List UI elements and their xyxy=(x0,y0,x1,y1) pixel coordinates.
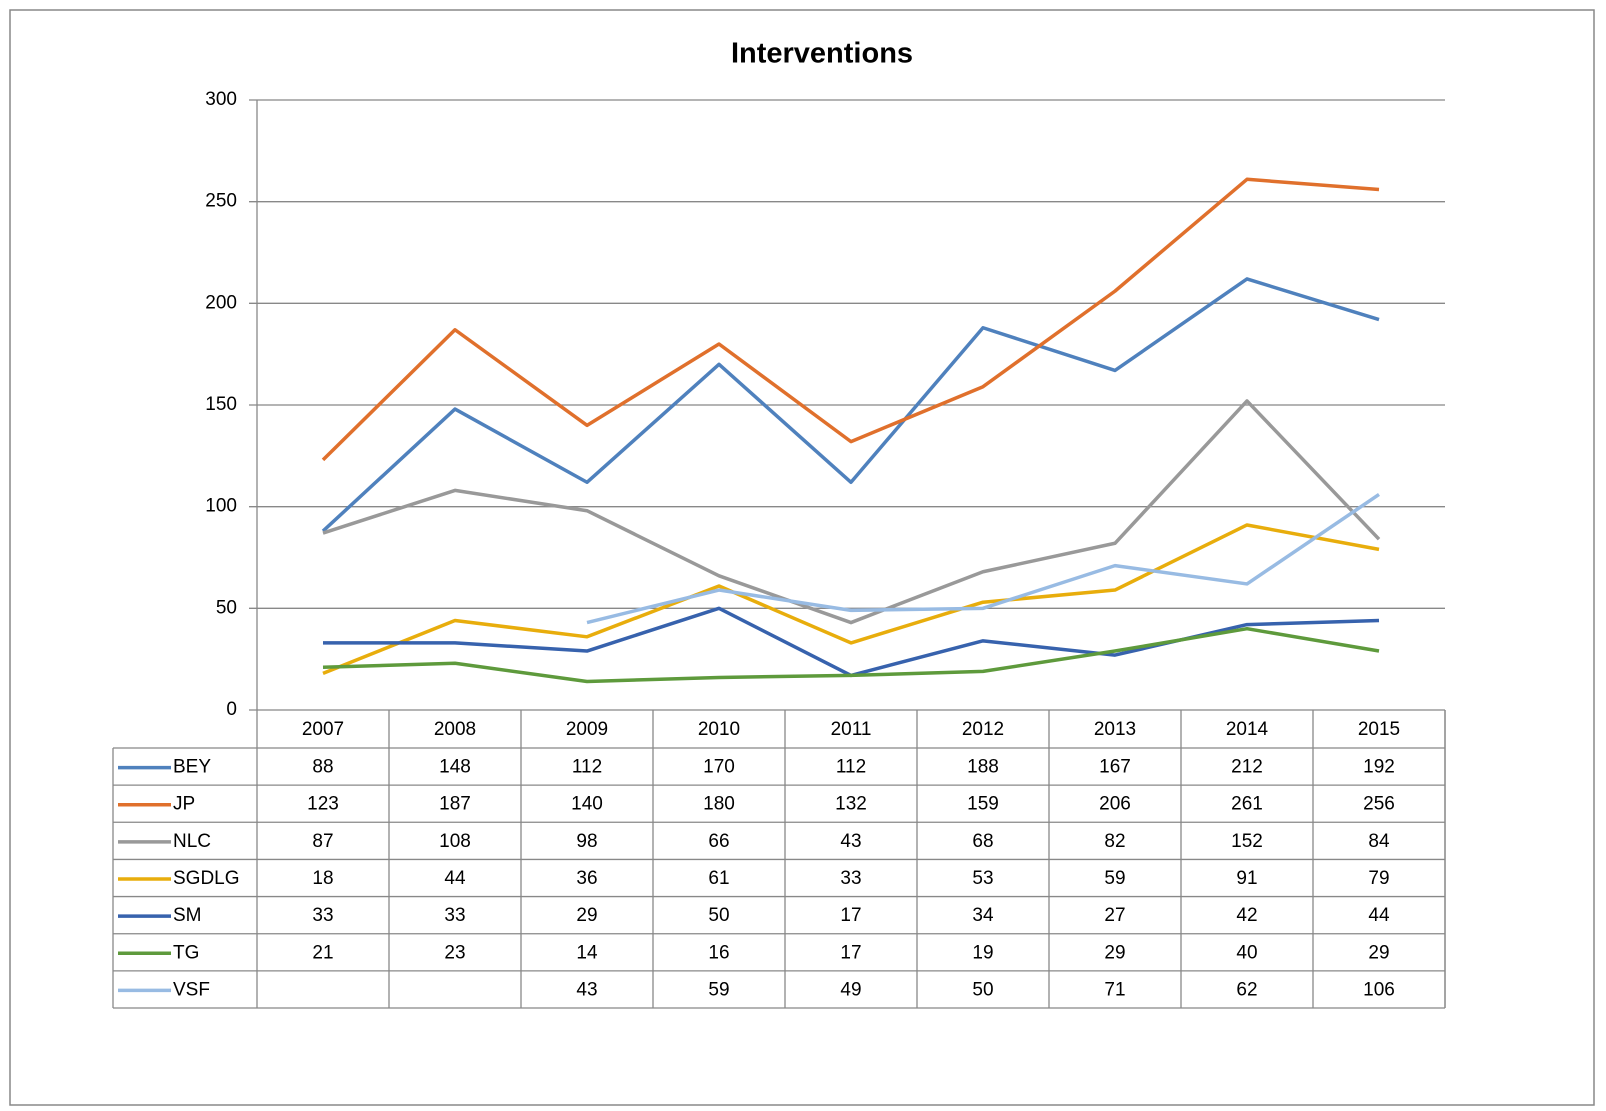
table-value: 256 xyxy=(1363,794,1395,815)
table-value: 33 xyxy=(840,868,861,889)
legend-label: TG xyxy=(173,942,199,963)
table-value: 140 xyxy=(571,794,603,815)
table-value: 21 xyxy=(312,942,333,963)
table-value: 106 xyxy=(1363,979,1395,1000)
table-value: 112 xyxy=(836,757,866,778)
x-tick-label: 2007 xyxy=(302,719,344,740)
y-tick-label: 150 xyxy=(205,394,237,415)
x-tick-label: 2015 xyxy=(1358,719,1400,740)
table-value: 14 xyxy=(576,942,598,963)
y-tick-label: 250 xyxy=(205,191,237,212)
table-value: 17 xyxy=(840,905,861,926)
table-value: 29 xyxy=(1104,942,1125,963)
table-value: 170 xyxy=(703,757,735,778)
table-value: 40 xyxy=(1236,942,1257,963)
x-tick-label: 2008 xyxy=(434,719,476,740)
table-value: 132 xyxy=(835,794,867,815)
table-value: 19 xyxy=(972,942,993,963)
series-line xyxy=(322,523,1380,676)
table-value: 42 xyxy=(1236,905,1257,926)
table-value: 49 xyxy=(840,979,861,1000)
table-value: 16 xyxy=(708,942,729,963)
table-value: 188 xyxy=(967,757,999,778)
series-line xyxy=(321,277,1380,533)
table-value: 33 xyxy=(444,905,465,926)
table-value: 261 xyxy=(1231,794,1263,815)
table-value: 61 xyxy=(708,868,729,889)
x-tick-label: 2013 xyxy=(1094,719,1136,740)
y-tick-label: 0 xyxy=(226,699,237,720)
table-value: 88 xyxy=(312,757,333,778)
chart-title: Interventions xyxy=(731,38,913,70)
table-value: 167 xyxy=(1099,757,1131,778)
table-value: 17 xyxy=(840,942,861,963)
table-value: 112 xyxy=(572,757,602,778)
table-value: 23 xyxy=(444,942,465,963)
table-value: 43 xyxy=(576,979,597,1000)
legend-label: NLC xyxy=(173,831,211,852)
legend-label: BEY xyxy=(173,757,211,778)
table-value: 212 xyxy=(1231,757,1263,778)
table-value: 33 xyxy=(312,905,333,926)
series-line xyxy=(322,626,1380,684)
table-value: 192 xyxy=(1363,757,1395,778)
y-tick-label: 200 xyxy=(205,292,237,313)
legend-label: SGDLG xyxy=(173,868,240,889)
legend-label: SM xyxy=(173,905,202,926)
table-value: 36 xyxy=(576,868,597,889)
table-value: 87 xyxy=(312,831,333,852)
table-value: 59 xyxy=(1104,868,1125,889)
legend-label: JP xyxy=(173,794,195,815)
table-value: 152 xyxy=(1231,831,1263,852)
x-tick-label: 2009 xyxy=(566,719,608,740)
table-value: 108 xyxy=(439,831,471,852)
table-value: 79 xyxy=(1368,868,1389,889)
table-value: 98 xyxy=(576,831,597,852)
table-value: 50 xyxy=(972,979,993,1000)
y-tick-label: 300 xyxy=(205,89,237,110)
table-value: 148 xyxy=(439,757,471,778)
table-value: 53 xyxy=(972,868,993,889)
table-value: 29 xyxy=(576,905,597,926)
table-value: 34 xyxy=(972,905,994,926)
table-value: 27 xyxy=(1104,905,1125,926)
x-tick-label: 2014 xyxy=(1226,719,1269,740)
table-value: 59 xyxy=(708,979,729,1000)
table-value: 180 xyxy=(703,794,735,815)
table-value: 206 xyxy=(1099,794,1131,815)
series-line xyxy=(586,493,1380,625)
table-value: 66 xyxy=(708,831,729,852)
legend-label: VSF xyxy=(173,979,210,1000)
table-value: 159 xyxy=(967,794,999,815)
table-value: 91 xyxy=(1236,868,1257,889)
series-line xyxy=(321,177,1380,462)
x-tick-label: 2011 xyxy=(831,719,872,740)
series-line xyxy=(322,399,1381,625)
table-value: 43 xyxy=(840,831,861,852)
table-value: 71 xyxy=(1104,979,1125,1000)
x-tick-label: 2012 xyxy=(962,719,1004,740)
chart-frame xyxy=(9,9,1595,1106)
table-value: 68 xyxy=(972,831,993,852)
table-value: 123 xyxy=(307,794,339,815)
table-value: 84 xyxy=(1368,831,1390,852)
table-value: 29 xyxy=(1368,942,1389,963)
table-value: 187 xyxy=(439,794,471,815)
table-value: 18 xyxy=(312,868,333,889)
y-tick-label: 50 xyxy=(216,597,237,618)
table-value: 62 xyxy=(1236,979,1257,1000)
x-tick-label: 2010 xyxy=(698,719,740,740)
y-tick-label: 100 xyxy=(205,496,237,517)
table-value: 50 xyxy=(708,905,729,926)
table-value: 44 xyxy=(444,868,466,889)
table-value: 44 xyxy=(1368,905,1390,926)
table-value: 82 xyxy=(1104,831,1125,852)
